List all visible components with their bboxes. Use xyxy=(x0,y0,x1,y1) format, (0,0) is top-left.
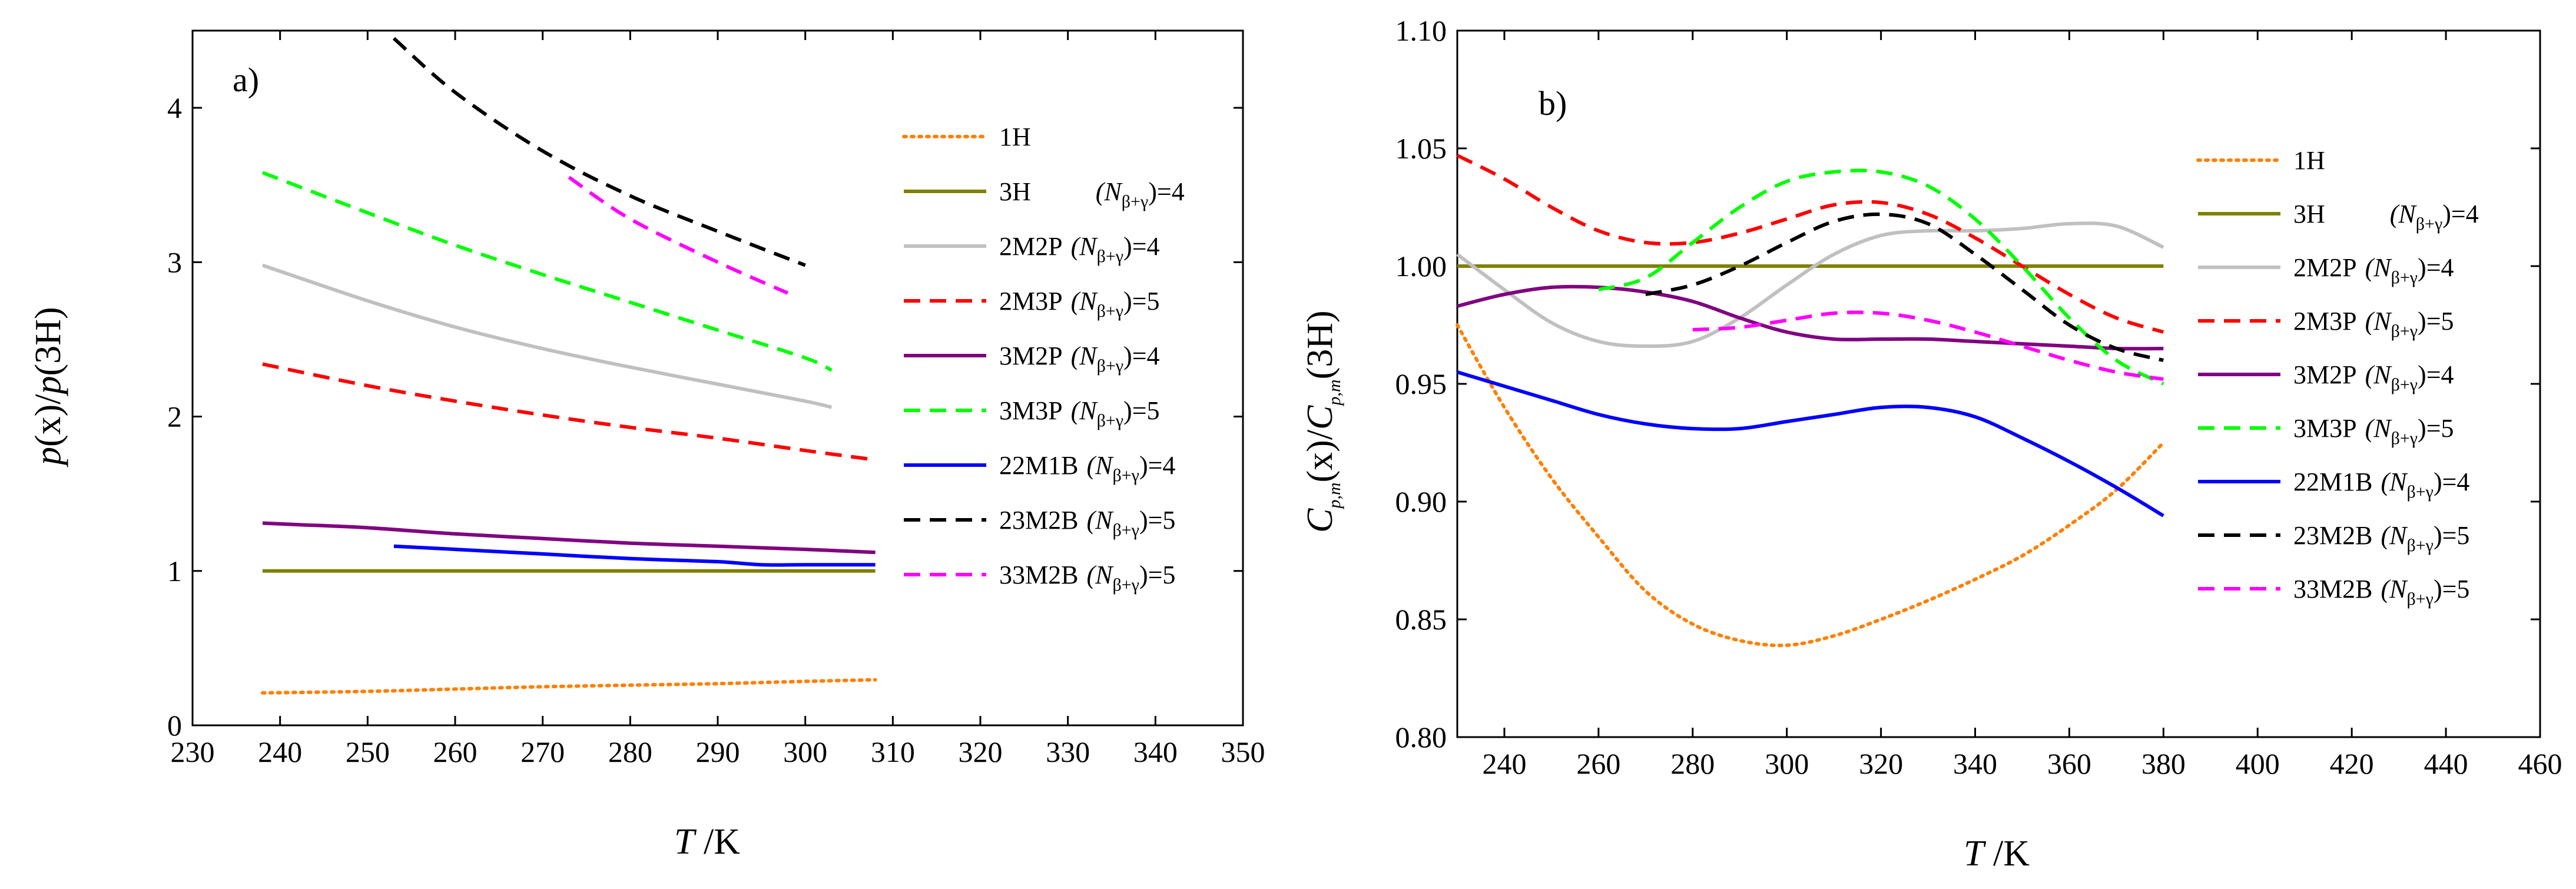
chart-a-legend-label-3m2p: 3M2P (Nβ+γ)=4 xyxy=(999,341,1160,376)
chart-a-series-1h xyxy=(260,678,877,695)
chart-b-series-3m3p xyxy=(1598,168,2164,386)
chart-b-xtick-label: 300 xyxy=(1765,747,1809,780)
chart-a-legend-label-2m3p: 2M3P (Nβ+γ)=5 xyxy=(999,287,1160,321)
chart-a-ytick-label: 4 xyxy=(167,91,182,124)
chart-b-legend-label-22m1b: 22M1B (Nβ+γ)=4 xyxy=(2293,467,2469,502)
chart-b-series-22m1b xyxy=(1457,370,2164,518)
chart-a-xtick-label: 260 xyxy=(433,735,478,768)
chart-b-legend-label-3m3p: 3M3P (Nβ+γ)=5 xyxy=(2293,414,2454,448)
chart-b-panel-label: b) xyxy=(1539,84,1567,122)
chart-b-legend-label-3h: 3H (Nβ+γ)=4 xyxy=(2293,200,2479,234)
chart-b-xtick-label: 380 xyxy=(2141,747,2186,780)
chart-b-ytick-label: 1.05 xyxy=(1395,132,1447,165)
chart-b-legend-label-3m2p: 3M2P (Nβ+γ)=4 xyxy=(2293,360,2454,394)
chart-b-legend: 1H 3H (Nβ+γ)=4 2M2P (Nβ+γ)=4 2M3P (Nβ+γ)=5 3M2P… xyxy=(2196,146,2479,609)
chart-a-xlabel: T /K xyxy=(674,822,740,862)
chart-a-xtick-label: 330 xyxy=(1046,735,1090,768)
chart-b-series-23m2b xyxy=(1645,212,2164,362)
chart-b-ytick-label: 0.90 xyxy=(1395,485,1447,518)
chart-b-xtick-label: 360 xyxy=(2047,747,2091,780)
chart-b-xlabel: T /K xyxy=(1964,834,2030,874)
chart-a-xtick-label: 350 xyxy=(1221,735,1265,768)
chart-a-series-2m3p xyxy=(262,362,876,462)
chart-b-xtick-label: 320 xyxy=(1859,747,1903,780)
chart-a-xtick-label: 340 xyxy=(1133,735,1178,768)
chart-b-legend-label-2m2p: 2M2P (Nβ+γ)=4 xyxy=(2293,253,2454,287)
chart-a-ytick-label: 3 xyxy=(167,246,182,278)
chart-a-axes: 230 240 250 260 270 280 290 300 310 320 330 340 350 0… xyxy=(167,31,1265,768)
chart-b-xtick-label: 440 xyxy=(2424,747,2468,780)
chart-b-ytick-label: 0.95 xyxy=(1395,367,1447,400)
chart-a-series xyxy=(260,37,877,695)
chart-a-legend-label-1h: 1H xyxy=(999,122,1031,151)
chart-b-series-1h xyxy=(1456,323,2166,648)
chart-a-xtick-label: 250 xyxy=(346,735,390,768)
chart-b-legend-label-1h: 1H xyxy=(2293,146,2325,175)
chart-b-xtick-label: 260 xyxy=(1576,747,1620,780)
chart-b-ytick-label: 0.80 xyxy=(1395,721,1447,754)
chart-b-series-2m3p xyxy=(1456,154,2164,334)
chart-a-legend-label-23m2b: 23M2B (Nβ+γ)=5 xyxy=(999,506,1175,540)
chart-a-xtick-label: 230 xyxy=(171,735,215,768)
chart-a-frame xyxy=(191,29,1244,727)
chart-a-xtick-label: 310 xyxy=(871,735,915,768)
chart-b-xtick-label: 460 xyxy=(2518,747,2562,780)
chart-b-ytick-label: 0.85 xyxy=(1395,603,1447,636)
chart-b-series-3m2p xyxy=(1457,284,2164,351)
chart-a-ytick-label: 2 xyxy=(167,400,182,433)
chart-b-xtick-label: 340 xyxy=(1953,747,1997,780)
chart-b-legend-label-33m2b: 33M2B (Nβ+γ)=5 xyxy=(2293,575,2469,609)
chart-a-legend-label-3m3p: 3M3P (Nβ+γ)=5 xyxy=(999,396,1160,430)
chart-a-legend-label-2m2p: 2M2P (Nβ+γ)=4 xyxy=(999,232,1160,266)
chart-a-xtick-label: 320 xyxy=(959,735,1003,768)
chart-b-ytick-label: 1.10 xyxy=(1395,14,1447,47)
chart-a-panel-label: a) xyxy=(233,61,259,99)
chart-a-legend-label-33m2b: 33M2B (Nβ+γ)=5 xyxy=(999,560,1175,595)
chart-a-ytick-label: 1 xyxy=(167,555,182,588)
chart-b-legend-label-2m3p: 2M3P (Nβ+γ)=5 xyxy=(2293,307,2454,341)
chart-b-legend-label-23m2b: 23M2B (Nβ+γ)=5 xyxy=(2293,521,2469,555)
chart-a-ylabel: p(x)/p(3H) xyxy=(28,307,68,467)
chart-a-series-3m3p xyxy=(261,171,833,372)
chart-a-xtick-label: 300 xyxy=(783,735,827,768)
chart-b: 240 260 280 300 320 340 360 380 400 420 440 460 0.80… xyxy=(1300,14,2562,874)
chart-a-series-2m2p xyxy=(261,263,832,409)
chart-b-ytick-label: 1.00 xyxy=(1395,250,1447,283)
chart-b-series-2m2p xyxy=(1456,221,2164,349)
chart-b-xtick-label: 400 xyxy=(2236,747,2280,780)
chart-b-xtick-label: 420 xyxy=(2330,747,2374,780)
chart-a-xtick-label: 240 xyxy=(258,735,302,768)
chart-b-xtick-label: 280 xyxy=(1670,747,1715,780)
chart-a-legend: 1H 3H (Nβ+γ)=4 2M2P (Nβ+γ)=4 2M3P (Nβ+γ)=5 3M2P… xyxy=(902,122,1185,595)
chart-a-legend-label-3h: 3H (Nβ+γ)=4 xyxy=(999,177,1185,211)
chart-a-xtick-label: 270 xyxy=(520,735,565,768)
chart-b-xtick-label: 240 xyxy=(1482,747,1526,780)
chart-a-series-23m2b xyxy=(392,37,806,267)
chart-a-xtick-label: 280 xyxy=(608,735,652,768)
chart-a-series-33m2b xyxy=(568,175,789,295)
chart-a: 230 240 250 260 270 280 290 300 310 320 330 340 350 0… xyxy=(28,29,1265,862)
chart-a-series-22m1b xyxy=(393,544,876,567)
chart-b-axes: 240 260 280 300 320 340 360 380 400 420 440 460 0.80… xyxy=(1395,14,2562,780)
chart-a-legend-label-22m1b: 22M1B (Nβ+γ)=4 xyxy=(999,451,1175,485)
chart-b-series-33m2b xyxy=(1692,310,2164,381)
chart-a-ytick-label: 0 xyxy=(167,709,182,742)
chart-b-series xyxy=(1456,154,2166,648)
chart-a-xtick-label: 290 xyxy=(696,735,740,768)
chart-a-series-3m2p xyxy=(262,521,876,555)
chart-b-ylabel: Cp,m(x)/Cp,m(3H) xyxy=(1300,310,1344,533)
